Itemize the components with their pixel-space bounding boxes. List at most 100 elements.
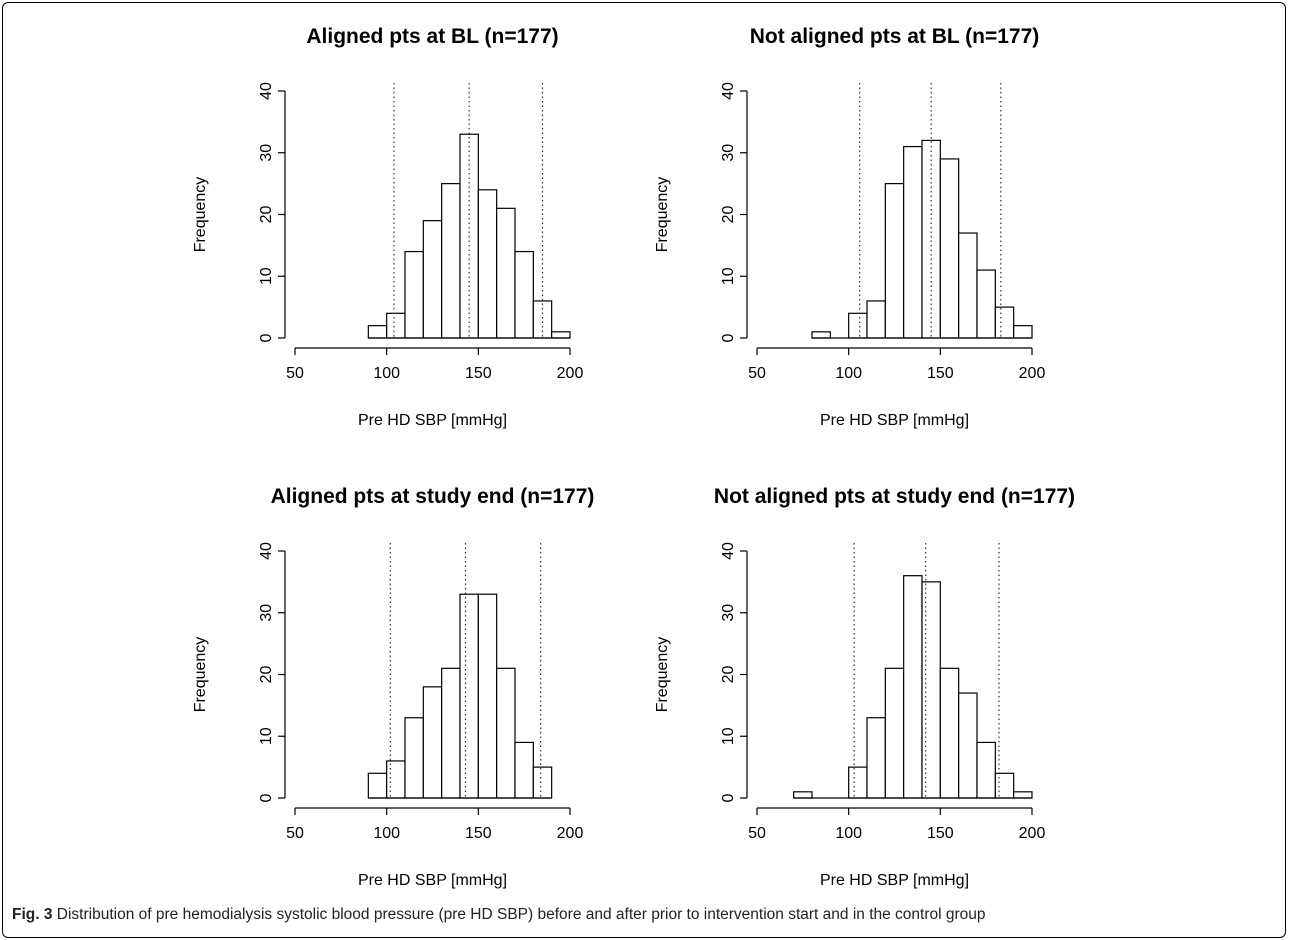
histogram-bar (514, 250, 534, 339)
y-tick-label: 40 (720, 542, 737, 560)
y-axis-title: Frequency (192, 177, 209, 253)
chart-title: Not aligned pts at BL (n=177) (750, 25, 1040, 48)
histogram-bar (848, 312, 868, 339)
x-axis-title: Pre HD SBP [mmHg] (820, 412, 969, 429)
histogram-bar (866, 717, 886, 799)
histogram-panel-aligned-end: Aligned pts at study end (n=177) 50 100 150… (145, 475, 625, 905)
y-tick-label: 0 (720, 793, 737, 802)
histogram-bar (793, 791, 813, 799)
y-tick-label: 30 (720, 144, 737, 162)
histogram-bar (386, 760, 406, 799)
histogram-bar (441, 667, 461, 799)
y-tick-label: 10 (720, 727, 737, 745)
x-tick-label: 50 (286, 365, 304, 382)
histogram-bar (976, 269, 996, 339)
x-axis-title: Pre HD SBP [mmHg] (820, 872, 969, 889)
histogram-bar (404, 250, 424, 339)
x-tick-label: 50 (748, 365, 766, 382)
x-tick-label: 100 (835, 825, 862, 842)
histogram-bar (921, 581, 941, 799)
histogram-bar (939, 158, 960, 339)
x-tick-label: 50 (748, 825, 766, 842)
histogram-bar (1013, 325, 1033, 339)
y-axis-title: Frequency (192, 637, 209, 713)
histogram-bar (958, 232, 978, 339)
x-tick-label: 100 (835, 365, 862, 382)
histogram-bar (496, 207, 516, 339)
x-axis-title: Pre HD SBP [mmHg] (358, 872, 507, 889)
x-tick-label: 150 (465, 825, 492, 842)
figure-caption: Fig. 3 Distribution of pre hemodialysis … (12, 906, 1282, 924)
histogram-bar (551, 331, 571, 339)
histogram-bar (1013, 791, 1033, 799)
chart-title: Aligned pts at BL (n=177) (306, 25, 558, 48)
histogram-bar (496, 667, 516, 799)
y-tick-label: 40 (720, 82, 737, 100)
histogram-chart: Aligned pts at BL (n=177)50 100 150 200Pre … (192, 25, 584, 429)
histogram-bar (866, 300, 886, 339)
histogram-bar (903, 145, 923, 339)
histogram-bar (903, 575, 923, 799)
y-tick-label: 0 (258, 793, 275, 802)
y-tick-label: 0 (720, 333, 737, 342)
caption-text: Distribution of pre hemodialysis systoli… (56, 906, 986, 923)
histogram-bar (884, 183, 905, 339)
x-tick-label: 200 (1019, 365, 1046, 382)
histogram-bar (514, 741, 534, 799)
histogram-chart: Aligned pts at study end (n=177)50 100 150… (192, 485, 595, 889)
histogram-chart: Not aligned pts at study end (n=177) 50 10… (654, 485, 1075, 889)
histogram-panel-aligned-bl: Aligned pts at BL (n=177) 50 100 150 200 Pre … (145, 15, 625, 445)
caption-label: Fig. 3 (12, 906, 53, 923)
histogram-bar (532, 766, 553, 799)
y-tick-label: 20 (720, 206, 737, 224)
y-tick-label: 10 (258, 267, 275, 285)
histogram-bar (422, 686, 443, 799)
y-axis-title: Frequency (654, 637, 671, 713)
x-tick-label: 200 (557, 825, 584, 842)
y-tick-label: 30 (258, 144, 275, 162)
x-tick-label: 200 (1019, 825, 1046, 842)
histogram-bar (958, 692, 978, 799)
histogram-bar (367, 772, 388, 799)
histogram-bar (459, 593, 479, 799)
histogram-bar (811, 331, 831, 339)
histogram-bar (884, 667, 905, 799)
chart-title: Not aligned pts at study end (n=177) (714, 485, 1075, 508)
x-tick-label: 100 (373, 825, 400, 842)
x-axis-title: Pre HD SBP [mmHg] (358, 412, 507, 429)
histogram-bar (994, 772, 1015, 799)
histogram-bar (848, 766, 868, 799)
y-axis-title: Frequency (654, 177, 671, 253)
histogram-panel-not-aligned-end: Not aligned pts at study end (n=177) 50 10… (607, 475, 1087, 905)
histogram-bar (976, 741, 996, 799)
x-tick-label: 200 (557, 365, 584, 382)
y-tick-label: 0 (258, 333, 275, 342)
histogram-bar (386, 312, 406, 339)
x-tick-label: 100 (373, 365, 400, 382)
y-tick-label: 40 (258, 542, 275, 560)
x-tick-label: 50 (286, 825, 304, 842)
y-tick-label: 20 (720, 666, 737, 684)
histogram-bar (939, 667, 960, 799)
histogram-panel-not-aligned-bl: Not aligned pts at BL (n=177) 50 100 150 200… (607, 15, 1087, 445)
y-tick-label: 40 (258, 82, 275, 100)
y-tick-label: 20 (258, 206, 275, 224)
y-tick-label: 20 (258, 666, 275, 684)
y-tick-label: 10 (258, 727, 275, 745)
chart-title: Aligned pts at study end (n=177) (271, 485, 595, 508)
y-tick-label: 30 (258, 604, 275, 622)
histogram-bar (994, 306, 1015, 339)
x-tick-label: 150 (927, 825, 954, 842)
histogram-bar (441, 183, 461, 339)
histogram-bar (532, 300, 553, 339)
histogram-chart: Not aligned pts at BL (n=177)50 100 150 200… (654, 25, 1046, 429)
histogram-bar (367, 325, 388, 339)
y-tick-label: 10 (720, 267, 737, 285)
histogram-bar (477, 593, 498, 799)
histogram-bar (422, 220, 443, 339)
x-tick-label: 150 (927, 365, 954, 382)
y-tick-label: 30 (720, 604, 737, 622)
histogram-bar (404, 717, 424, 799)
histogram-bar (477, 189, 498, 339)
